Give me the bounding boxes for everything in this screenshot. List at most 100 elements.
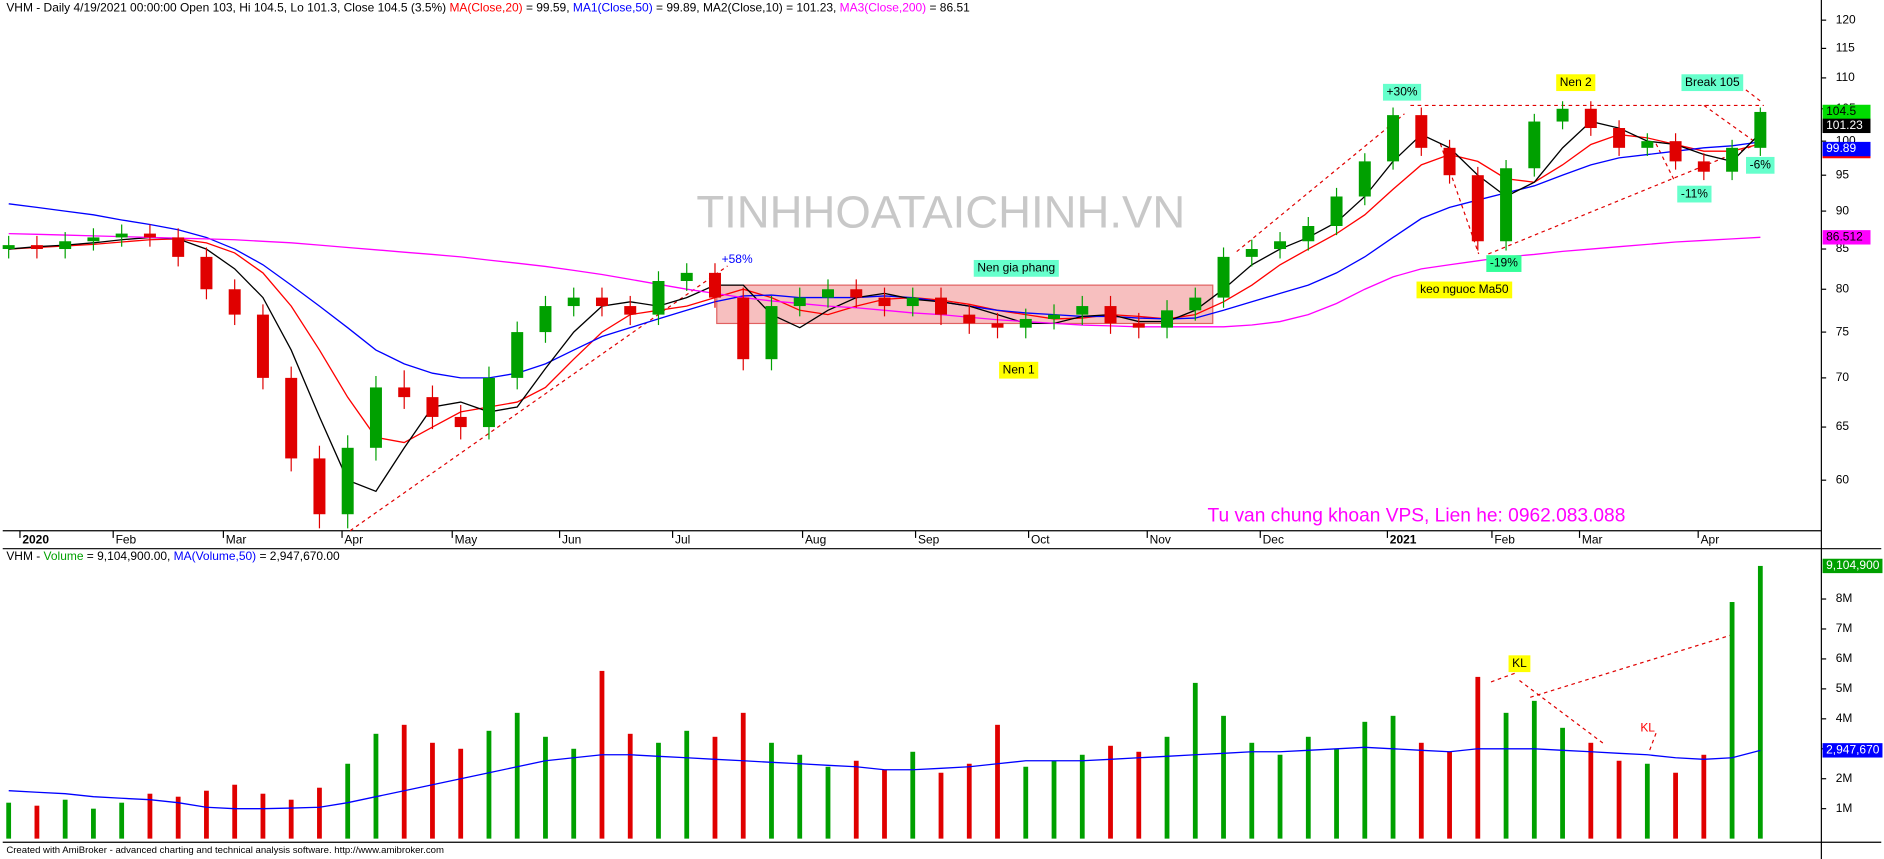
candle-body: [285, 377, 298, 459]
annotation: KL: [1512, 656, 1527, 670]
volume-bar: [486, 730, 492, 839]
candle-body: [115, 233, 128, 238]
volume-bar: [1673, 772, 1678, 839]
candle-body: [1726, 147, 1739, 172]
candle-body: [1330, 196, 1343, 227]
watermark: TINHHOATAICHINH.VN: [696, 187, 1185, 238]
volume-bar: [1164, 736, 1170, 839]
candle-body: [87, 237, 100, 242]
x-tick-label: Jun: [562, 532, 581, 546]
candle-body: [1019, 318, 1032, 328]
candle-body: [59, 241, 72, 250]
last-value-box: [1822, 118, 1871, 134]
annotation-bg: [1486, 255, 1522, 272]
volume-bar: [1108, 745, 1113, 839]
candle-body: [1556, 108, 1569, 122]
note: Tu van chung khoan VPS, Lien he: 0962.08…: [1207, 505, 1625, 526]
y-tick-label: 5M: [1836, 681, 1853, 695]
legend-value: = 99.89,: [653, 1, 703, 15]
volume-bar: [1277, 754, 1283, 839]
volume-bar: [345, 763, 351, 839]
legend-entry: Volume: [44, 549, 84, 563]
candle-body: [1104, 306, 1117, 324]
y-tick-label: 70: [1836, 370, 1850, 384]
legend-value: = 101.23,: [783, 1, 840, 15]
volume-bar: [995, 724, 1000, 839]
candle-body: [1443, 147, 1456, 176]
y-tick-label: 7M: [1836, 621, 1853, 635]
y-tick-label: 2M: [1836, 771, 1853, 785]
candle-body: [906, 297, 919, 307]
last-value-label: 2,947,670: [1826, 743, 1880, 757]
x-tick-label: Feb: [1494, 532, 1515, 546]
volume-bar: [62, 799, 68, 839]
candle-body: [369, 387, 382, 448]
annotation-bg: [1681, 74, 1744, 92]
candle-body: [341, 447, 354, 515]
volume-bar: [34, 805, 40, 839]
volume-bar: [1221, 715, 1226, 839]
candle-body: [737, 297, 750, 360]
candle-body: [793, 297, 806, 307]
volume-bar: [1418, 742, 1424, 839]
candle-body: [567, 297, 580, 307]
annotation: -19%: [1490, 256, 1518, 270]
candle-body: [1161, 310, 1174, 328]
candle-body: [454, 416, 467, 428]
y-tick-label: 4M: [1836, 711, 1853, 725]
last-value-box: [1822, 743, 1883, 758]
annotation: Break 105: [1685, 75, 1740, 89]
volume-bar: [430, 742, 435, 839]
legend-title: VHM - Daily 4/19/2021 00:00:00 Open 103,…: [6, 1, 449, 15]
volume-bar: [882, 769, 887, 839]
trend-lines: [349, 89, 1765, 753]
volume-bar: [543, 736, 548, 839]
annotation-bg: [1746, 156, 1775, 174]
candle-body: [1132, 323, 1145, 328]
legend-value: = 99.59,: [523, 1, 573, 15]
candle-body: [652, 281, 665, 315]
candle-body: [708, 272, 721, 298]
legend-entry: MA(Close,20): [449, 1, 522, 15]
y-tick-label: 80: [1836, 281, 1850, 295]
candle-body: [1415, 115, 1428, 148]
volume-bar: [1390, 715, 1396, 839]
last-value-box: [1822, 558, 1883, 574]
candle-body: [1697, 161, 1710, 172]
volume-bar: [740, 712, 746, 839]
legend-title: VHM -: [6, 549, 43, 563]
candle-body: [539, 306, 552, 333]
volume-bar: [1334, 748, 1339, 839]
volume-bar: [966, 763, 972, 839]
last-value-box: [1822, 141, 1871, 157]
volume-bar: [232, 784, 238, 839]
candle-body: [1471, 175, 1484, 242]
legend-entry: MA2(Close,10): [703, 1, 783, 15]
volume-bar: [175, 796, 181, 839]
candle-body: [398, 387, 411, 398]
candle-body: [200, 256, 213, 290]
legend-entry: MA3(Close,200): [840, 1, 926, 15]
x-tick-label: Apr: [344, 532, 363, 546]
annotation-bg: [1508, 655, 1531, 673]
annotation-bg: [999, 361, 1039, 379]
volume-bar: [769, 742, 774, 839]
volume-bar: [684, 730, 690, 839]
volume-bar: [288, 799, 294, 839]
x-tick-label: Apr: [1701, 532, 1720, 546]
last-value-box: [1822, 104, 1871, 120]
candle-body: [256, 314, 269, 378]
candle-body: [1245, 249, 1258, 257]
volume-bar: [825, 766, 831, 839]
candle-body: [143, 233, 156, 238]
candle-body: [624, 306, 637, 315]
volume-bar: [1757, 565, 1763, 839]
y-tick-label: 1M: [1836, 801, 1853, 815]
legend-value: = 2,947,670.00: [256, 549, 340, 563]
annotation: keo nguoc Ma50: [1420, 282, 1509, 296]
volume-bar: [1701, 754, 1707, 839]
candle-body: [228, 289, 241, 315]
candle-body: [822, 289, 834, 298]
